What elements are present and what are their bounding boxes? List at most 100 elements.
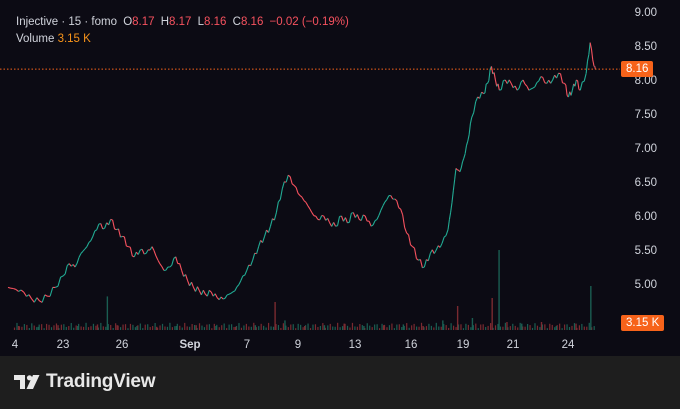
volume-bar (260, 323, 262, 330)
volume-bar (322, 323, 324, 330)
volume-bar (159, 325, 161, 330)
price-segment (281, 181, 285, 189)
volume-bar (540, 322, 543, 330)
volume-bar (80, 326, 82, 330)
volume-bar (235, 326, 238, 330)
price-segment (499, 89, 502, 91)
price-segment (7, 286, 11, 289)
price-segment (36, 297, 41, 302)
price-segment (220, 296, 224, 300)
volume-bar (438, 326, 440, 330)
price-segment (175, 256, 179, 264)
volume-bar (491, 298, 493, 330)
tradingview-logo[interactable]: TradingView (14, 371, 156, 392)
volume-bar (471, 318, 474, 330)
price-segment (372, 220, 376, 226)
legend-ohlc-row: Injective · 15 · fomo O8.17 H8.17 L8.16 … (16, 14, 349, 31)
price-segment (329, 222, 333, 227)
legend-volume-row: Volume 3.15 K (16, 31, 349, 48)
volume-bar (28, 328, 30, 330)
y-tick-label: 6.00 (635, 211, 657, 223)
volume-bar (324, 327, 326, 330)
price-segment (579, 81, 583, 91)
volume-bar (277, 325, 280, 330)
volume-bar (149, 326, 151, 330)
volume-bar (115, 323, 117, 330)
volume-bar (351, 322, 354, 330)
price-segment (143, 252, 147, 255)
price-segment (88, 240, 92, 243)
price-segment (133, 251, 137, 258)
volume-bar (107, 324, 109, 330)
volume-bar (147, 324, 149, 330)
price-segment (18, 289, 22, 292)
volume-bar (21, 326, 23, 330)
volume-bar (573, 323, 576, 330)
volume-bar (450, 323, 452, 330)
price-segment (465, 141, 469, 146)
price-segment (132, 255, 135, 258)
volume-bar (218, 327, 220, 330)
price-segment (159, 263, 163, 267)
volume-bar (396, 324, 398, 330)
price-segment (305, 202, 309, 207)
volume-bar (507, 327, 509, 330)
price-segment (506, 79, 510, 84)
volume-bar (198, 323, 201, 330)
x-tick-label: 4 (12, 339, 19, 351)
price-segment (289, 176, 293, 185)
volume-bar (456, 306, 459, 330)
volume-bar (551, 324, 553, 330)
price-segment (540, 76, 543, 78)
price-segment (408, 234, 412, 245)
volume-bar (378, 328, 381, 330)
volume-bar (312, 324, 314, 330)
volume-bar (425, 326, 428, 330)
volume-bar (117, 325, 119, 330)
price-segment (240, 275, 244, 281)
current-volume-tag: 3.15 K (621, 315, 665, 331)
x-tick-label: 19 (457, 339, 470, 351)
price-chart[interactable]: 9.00 8.50 8.00 7.50 7.00 6.50 6.00 5.50 5.00 4 23… (0, 0, 680, 356)
volume-bar (85, 322, 87, 330)
volume-bar (136, 326, 138, 330)
price-segment (104, 222, 108, 229)
price-segment (185, 274, 189, 281)
price-segment (457, 169, 459, 171)
price-segment (398, 207, 402, 210)
y-tick-label: 7.50 (635, 109, 657, 121)
volume-bar (53, 325, 55, 330)
y-tick-label: 5.00 (635, 279, 657, 291)
volume-bar (514, 325, 516, 330)
price-segment (386, 195, 390, 200)
price-segment (273, 212, 277, 221)
price-segment (394, 198, 398, 202)
price-segment (206, 290, 210, 297)
chart-panel[interactable]: 9.00 8.50 8.00 7.50 7.00 6.50 6.00 5.50 5.00 4 23… (0, 0, 680, 356)
price-segment (165, 266, 169, 271)
volume-bar (517, 327, 519, 330)
volume-bar (100, 322, 102, 330)
price-segment (439, 242, 443, 248)
volume-bar (258, 326, 260, 330)
price-segment (90, 236, 94, 241)
volume-bar (465, 323, 467, 330)
volume-bar (292, 324, 294, 330)
volume-bar (593, 326, 595, 330)
price-segment (100, 223, 104, 230)
volume-bar (17, 326, 20, 330)
price-segment (236, 284, 240, 288)
volume-bar (18, 326, 21, 330)
volume-bar (413, 323, 415, 330)
volume-bar (502, 326, 504, 330)
volume-bar (524, 326, 526, 330)
price-segment (536, 80, 540, 84)
volume-bar (297, 323, 299, 330)
volume-bar (23, 324, 25, 330)
volume-bar (174, 326, 176, 330)
legend-open-value: 8.17 (132, 16, 155, 28)
price-segment (475, 96, 479, 102)
volume-bar (420, 322, 423, 330)
volume-bar (169, 322, 171, 330)
volume-bar (563, 324, 566, 330)
